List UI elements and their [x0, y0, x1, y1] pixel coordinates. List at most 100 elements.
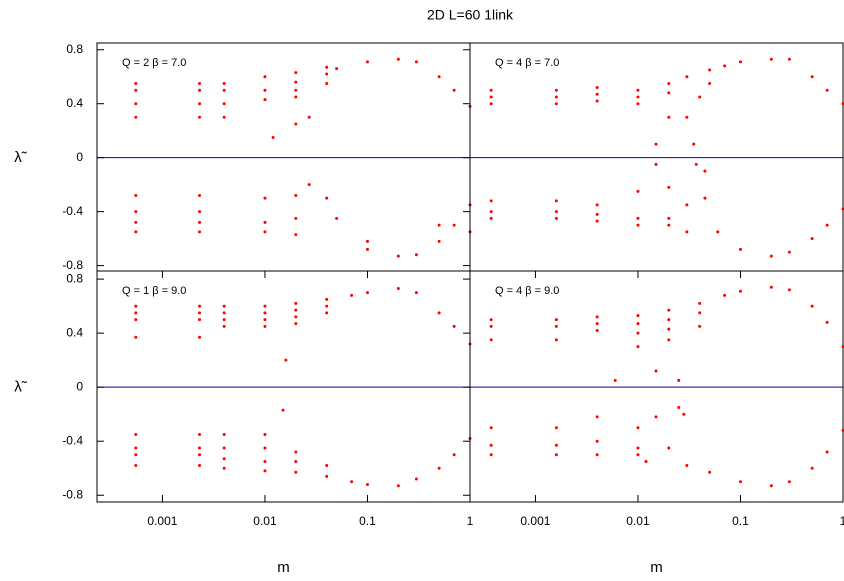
point [396, 254, 400, 258]
annotation: Q = 4 β = 9.0 [495, 285, 559, 297]
point [222, 311, 226, 315]
point [708, 470, 712, 474]
point [294, 80, 298, 84]
point [738, 247, 742, 251]
point [692, 142, 696, 146]
point [134, 311, 138, 315]
point [325, 196, 329, 200]
point [198, 464, 202, 468]
point [636, 314, 640, 318]
x-tick-label: 1 [840, 514, 844, 528]
point [667, 81, 671, 85]
point [365, 291, 369, 295]
point [769, 57, 773, 61]
point [595, 219, 599, 223]
point [723, 64, 727, 68]
point [787, 57, 791, 61]
point [667, 338, 671, 342]
point [489, 88, 493, 92]
point [723, 293, 727, 297]
point [636, 453, 640, 457]
y-tick-label: 0.4 [66, 325, 83, 339]
y-tick-label: -0.8 [62, 258, 83, 272]
point [294, 193, 298, 197]
y-tick-label: -0.4 [62, 433, 83, 447]
point [489, 102, 493, 106]
plot-frame [469, 270, 844, 503]
point [489, 453, 493, 457]
point [437, 75, 441, 79]
point [365, 247, 369, 251]
point [489, 210, 493, 214]
point [738, 289, 742, 293]
point [667, 318, 671, 322]
point [636, 102, 640, 106]
point [222, 466, 226, 470]
point [294, 308, 298, 312]
point [263, 75, 267, 79]
point [787, 480, 791, 484]
point [198, 453, 202, 457]
annotation: Q = 1 β = 9.0 [122, 285, 186, 297]
point [198, 102, 202, 106]
point [554, 199, 558, 203]
point [222, 102, 226, 106]
point [489, 443, 493, 447]
point [636, 331, 640, 335]
point [335, 67, 339, 71]
point [708, 68, 712, 72]
point [198, 311, 202, 315]
point [841, 102, 844, 106]
point [677, 405, 681, 409]
point [263, 324, 267, 328]
point [685, 203, 689, 207]
point [667, 216, 671, 220]
point [198, 230, 202, 234]
point [396, 287, 400, 291]
point [595, 415, 599, 419]
point [350, 293, 354, 297]
point [134, 446, 138, 450]
point [787, 288, 791, 292]
point [644, 459, 648, 463]
point [841, 428, 844, 432]
point [452, 324, 456, 328]
point [263, 98, 267, 102]
point [294, 322, 298, 326]
x-tick-label: 0.01 [626, 514, 650, 528]
point [263, 220, 267, 224]
point [294, 301, 298, 305]
x-tick-label: 0.1 [359, 514, 376, 528]
y-tick-label: -0.4 [62, 204, 83, 218]
point [613, 378, 617, 382]
point [595, 92, 599, 96]
point [810, 237, 814, 241]
point [667, 115, 671, 119]
point [595, 99, 599, 103]
point [294, 95, 298, 99]
point [134, 335, 138, 339]
point [294, 233, 298, 237]
point [134, 115, 138, 119]
point [307, 183, 311, 187]
point [414, 291, 418, 295]
point [134, 453, 138, 457]
point [222, 324, 226, 328]
x-axis-label: m [277, 559, 290, 576]
point [825, 88, 829, 92]
point [365, 60, 369, 64]
point [703, 196, 707, 200]
point [703, 169, 707, 173]
point [325, 65, 329, 69]
point [414, 60, 418, 64]
point [294, 450, 298, 454]
point [787, 250, 791, 254]
y-tick-label: -0.8 [62, 487, 83, 501]
point [222, 446, 226, 450]
point [554, 443, 558, 447]
point [198, 193, 202, 197]
point [769, 254, 773, 258]
point [841, 345, 844, 349]
point [325, 72, 329, 76]
point [489, 324, 493, 328]
